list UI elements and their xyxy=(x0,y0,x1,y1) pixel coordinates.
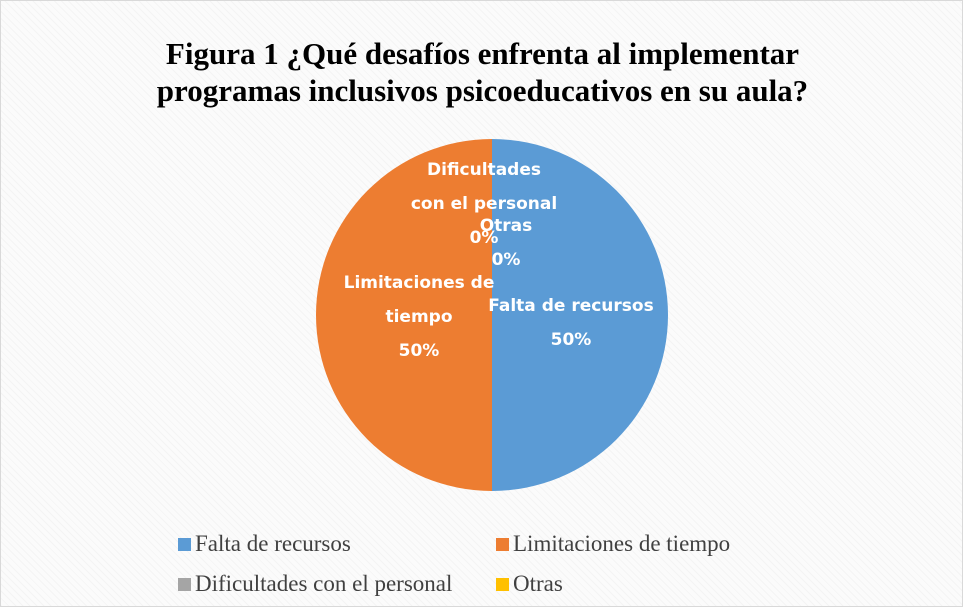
legend-item: Otras xyxy=(496,564,563,604)
legend-item: Limitaciones de tiempo xyxy=(496,524,730,564)
chart-title: Figura 1 ¿Qué desafíos enfrenta al imple… xyxy=(156,36,809,108)
data-label-value: 50% xyxy=(398,341,440,361)
legend-swatch xyxy=(496,537,509,551)
data-label-category: Limitaciones de tiempo xyxy=(343,273,495,327)
legend-label: Dificultades con el personal xyxy=(195,571,453,596)
data-label-category: Otras xyxy=(479,216,533,236)
data-label-category: Dificultades con el personal xyxy=(410,160,558,214)
legend-label: Otras xyxy=(513,571,563,596)
legend-label: Limitaciones de tiempo xyxy=(513,531,731,556)
data-label-value: 0% xyxy=(469,228,499,248)
pie-slice xyxy=(316,139,492,491)
data-label: Otras 0% xyxy=(461,209,551,277)
legend-swatch xyxy=(178,537,191,551)
legend-swatch xyxy=(496,577,509,591)
data-label: Falta de recursos 50% xyxy=(461,289,681,357)
data-label: Limitaciones de tiempo 50% xyxy=(329,266,509,368)
legend-swatch xyxy=(178,577,191,591)
legend-label: Falta de recursos xyxy=(195,531,351,556)
pie-slice xyxy=(492,139,668,491)
data-label: Dificultades con el personal 0% xyxy=(409,153,559,255)
data-label-value: 50% xyxy=(550,330,592,350)
data-label-category: Falta de recursos xyxy=(488,296,654,316)
legend-item: Dificultades con el personal xyxy=(178,564,496,604)
legend-item: Falta de recursos xyxy=(178,524,496,564)
data-label-value: 0% xyxy=(491,250,521,270)
legend: Falta de recursos Limitaciones de tiempo D… xyxy=(178,524,818,604)
